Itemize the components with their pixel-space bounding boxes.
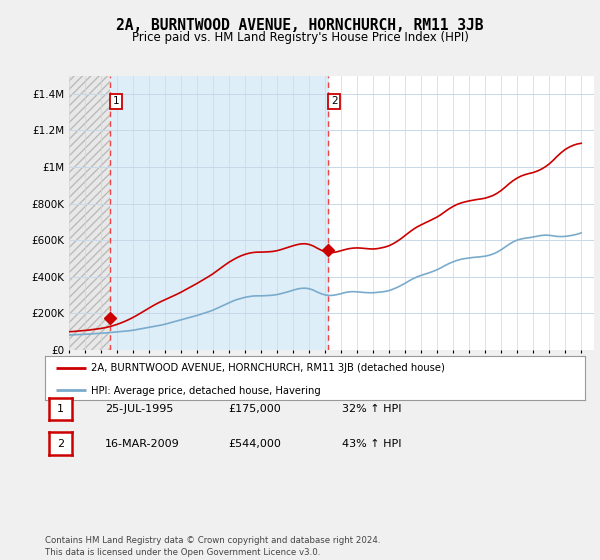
- Bar: [110, 76, 328, 350]
- Text: 2A, BURNTWOOD AVENUE, HORNCHURCH, RM11 3JB (detached house): 2A, BURNTWOOD AVENUE, HORNCHURCH, RM11 3…: [91, 363, 445, 373]
- Text: HPI: Average price, detached house, Havering: HPI: Average price, detached house, Have…: [91, 385, 320, 395]
- Text: 43% ↑ HPI: 43% ↑ HPI: [342, 438, 401, 449]
- Text: 2: 2: [331, 96, 337, 106]
- Text: 1: 1: [57, 404, 64, 414]
- Text: £544,000: £544,000: [228, 438, 281, 449]
- Text: Contains HM Land Registry data © Crown copyright and database right 2024.
This d: Contains HM Land Registry data © Crown c…: [45, 536, 380, 557]
- Text: £175,000: £175,000: [228, 404, 281, 414]
- Bar: [69, 76, 110, 350]
- Bar: [69, 76, 110, 350]
- Text: 2A, BURNTWOOD AVENUE, HORNCHURCH, RM11 3JB: 2A, BURNTWOOD AVENUE, HORNCHURCH, RM11 3…: [116, 18, 484, 33]
- Text: 32% ↑ HPI: 32% ↑ HPI: [342, 404, 401, 414]
- Text: 2: 2: [57, 438, 64, 449]
- Text: 1: 1: [112, 96, 119, 106]
- Text: 25-JUL-1995: 25-JUL-1995: [105, 404, 173, 414]
- Text: 16-MAR-2009: 16-MAR-2009: [105, 438, 180, 449]
- Text: Price paid vs. HM Land Registry's House Price Index (HPI): Price paid vs. HM Land Registry's House …: [131, 31, 469, 44]
